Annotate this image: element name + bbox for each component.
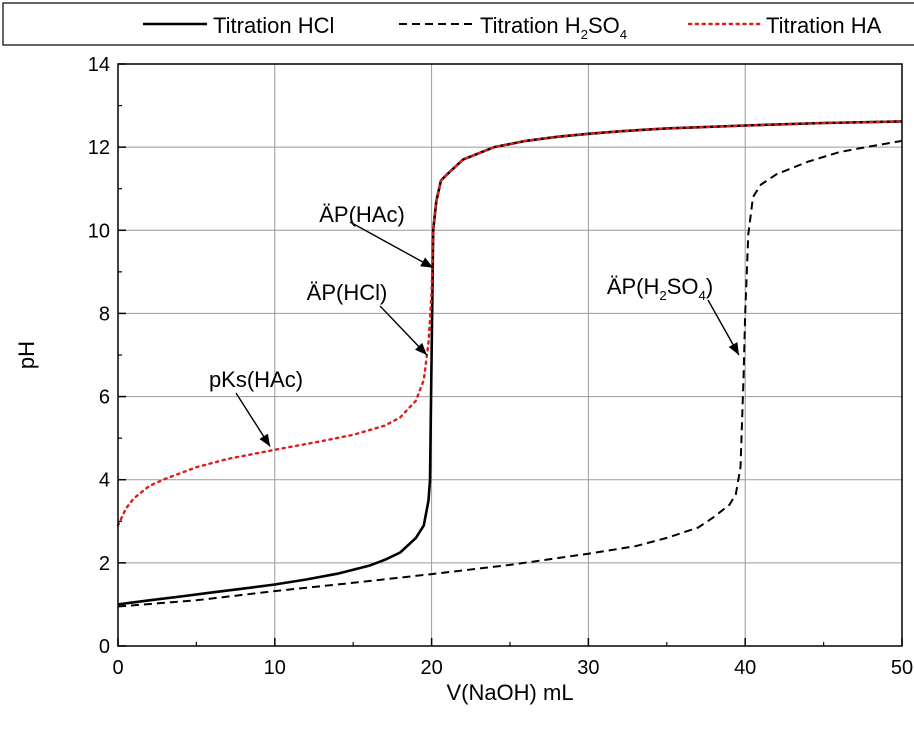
y-axis-title: pH — [14, 341, 39, 369]
annotation-arrow — [349, 221, 434, 269]
legend: Titration HCl Titration H2SO4 Titration HA — [2, 2, 914, 46]
plot-frame — [117, 63, 903, 647]
axis-ticks: 0 10 20 30 40 50 0 2 4 6 8 10 12 14 — [88, 54, 913, 679]
y-tick-label: 6 — [99, 387, 110, 409]
y-tick-label: 8 — [99, 303, 110, 325]
y-tick-label: 12 — [88, 137, 110, 159]
grid-lines — [118, 64, 902, 646]
series-line-dashed — [117, 139, 903, 608]
y-tick-label: 10 — [88, 220, 110, 242]
annotation-arrowhead — [415, 342, 427, 355]
legend-label: Titration HCl — [213, 13, 334, 38]
annotation-arrowhead — [259, 433, 271, 447]
y-tick-label: 4 — [99, 470, 110, 492]
annotation-label: ÄP(H2SO4) — [607, 274, 713, 303]
annotation-label: ÄP(HCl) — [307, 280, 388, 305]
annotation-label: ÄP(HAc) — [319, 202, 405, 227]
annotation-arrowhead — [728, 342, 739, 355]
annotation-label: pKs(HAc) — [209, 367, 303, 392]
series-lines — [116, 120, 904, 608]
legend-label: Titration H2SO4 — [480, 13, 627, 42]
legend-label: Titration HA — [766, 13, 882, 38]
y-tick-label: 2 — [99, 553, 110, 575]
x-tick-label: 40 — [734, 657, 756, 679]
x-tick-label: 10 — [264, 657, 286, 679]
y-tick-label: 0 — [99, 636, 110, 658]
x-axis-title: V(NaOH) mL — [446, 680, 573, 705]
x-tick-label: 50 — [891, 657, 913, 679]
x-tick-label: 30 — [577, 657, 599, 679]
annotations: ÄP(HAc) ÄP(HCl) pKs(HAc) ÄP(H2SO4) — [209, 202, 740, 447]
x-tick-label: 20 — [420, 657, 442, 679]
series-line-dotted — [116, 120, 904, 527]
y-tick-label: 14 — [88, 54, 110, 76]
annotation-arrowhead — [420, 257, 434, 268]
series-line-solid — [117, 120, 903, 606]
x-tick-label: 0 — [112, 657, 123, 679]
